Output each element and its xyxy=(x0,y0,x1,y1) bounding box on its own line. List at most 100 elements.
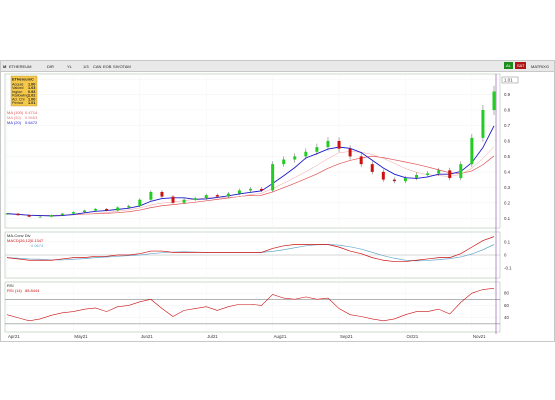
candle-body-33 xyxy=(370,164,374,172)
candle-body-31 xyxy=(348,148,352,157)
candle-body-7 xyxy=(82,210,86,213)
toolbar-field-period[interactable]: 1/3 xyxy=(83,64,89,69)
candle-33 xyxy=(370,161,374,175)
ma50-line xyxy=(6,146,495,216)
candle-23 xyxy=(260,187,264,193)
candle-body-32 xyxy=(359,156,363,165)
symbol-field[interactable]: ETHEREUM xyxy=(9,64,32,69)
candle-37 xyxy=(415,172,419,181)
toolbar-field-yl[interactable]: YL xyxy=(67,64,72,69)
legend-ma100-label: MA (100) xyxy=(7,110,24,115)
candle-body-20 xyxy=(226,193,230,197)
toolbar-field-can[interactable]: CAN xyxy=(93,64,102,69)
candle-body-21 xyxy=(237,190,241,194)
price-tick-label-6: 0.7 xyxy=(504,123,511,128)
candle-32 xyxy=(359,153,363,167)
candle-body-2 xyxy=(27,215,31,217)
candles xyxy=(5,85,496,218)
info-row-value-0: 1.00 xyxy=(28,83,35,87)
candle-31 xyxy=(348,145,352,160)
candle-body-23 xyxy=(260,188,264,191)
candle-16 xyxy=(182,198,186,205)
legend-ma100-value: 0.4714 xyxy=(25,110,38,115)
candle-14 xyxy=(160,190,164,199)
candle-18 xyxy=(204,193,208,200)
toolbar-field-dir[interactable]: DIR xyxy=(47,64,54,69)
candle-34 xyxy=(381,169,385,182)
rsi-line xyxy=(5,287,500,325)
x-tick-label-3: Jul21 xyxy=(207,334,218,339)
price-tick-label-7: 0.8 xyxy=(504,108,511,113)
legend-ma20-value: 0.6472 xyxy=(25,120,38,125)
candle-body-22 xyxy=(249,188,252,191)
info-row-value-5: 1.01 xyxy=(28,101,35,105)
rsi-tick-label-1: 60 xyxy=(504,303,509,308)
candle-7 xyxy=(82,209,86,213)
rsi-title: RSI xyxy=(7,283,14,288)
macd-label: MACD(26,12) xyxy=(7,238,32,243)
x-tick-label-6: Oct21 xyxy=(406,334,418,339)
candle-2 xyxy=(27,214,31,218)
candle-body-18 xyxy=(204,195,208,199)
price-tick-label-1: 0.2 xyxy=(504,200,511,205)
candle-body-43 xyxy=(481,110,485,138)
macd-tick-label-1: 0 xyxy=(504,253,507,258)
candle-5 xyxy=(60,212,64,216)
candle-body-3 xyxy=(38,216,42,218)
candle-43 xyxy=(481,105,485,142)
rsi-legend: RSI RSI (14) 88.8444 xyxy=(7,283,40,293)
toolbar-right-label[interactable]: MATRIXG xyxy=(531,64,549,69)
chart-window: M ETHEREUM DIR YL 1/3 CAN EOB SIVOTAM AL… xyxy=(0,60,555,342)
app-logo: M xyxy=(3,64,7,69)
toolbar-field-study[interactable]: SIVOTAM xyxy=(113,64,131,69)
candle-body-13 xyxy=(149,191,153,200)
candle-body-26 xyxy=(293,156,297,160)
toolbar-button-al[interactable]: AL xyxy=(504,62,513,69)
macd-title: MA-Conv Div xyxy=(7,233,31,238)
price-legend: MA (100) 0.4714 MA (50) 0.5663 MA (20) 0… xyxy=(7,110,38,125)
rsi-label: RSI (14) xyxy=(7,288,23,293)
toolbar-button-sat[interactable]: SAT xyxy=(515,62,527,69)
price-panel xyxy=(4,73,501,229)
candle-13 xyxy=(149,190,153,202)
candle-24 xyxy=(271,161,275,193)
legend-ma50-value: 0.5663 xyxy=(25,115,38,120)
candle-body-15 xyxy=(171,196,175,203)
candle-17 xyxy=(193,196,197,202)
axes: 0.10.20.30.40.50.60.70.80.91Apr21May21Ju… xyxy=(8,77,512,339)
toolbar: M ETHEREUM DIR YL 1/3 CAN EOB SIVOTAM AL… xyxy=(1,61,554,72)
price-tick-label-8: 0.9 xyxy=(504,92,511,97)
macd-lines xyxy=(6,236,495,262)
macd-line xyxy=(6,236,495,262)
candle-body-14 xyxy=(160,191,164,197)
rsi-line xyxy=(6,287,495,322)
toolbar-field-eob[interactable]: EOB xyxy=(103,64,112,69)
x-tick-label-7: Nov21 xyxy=(473,334,486,339)
rsi-value: 88.8444 xyxy=(25,288,40,293)
info-row-label-5: Period xyxy=(12,101,23,105)
candle-body-35 xyxy=(392,179,396,182)
candle-body-6 xyxy=(71,212,75,214)
candle-26 xyxy=(293,153,297,163)
x-tick-label-1: May21 xyxy=(74,334,88,339)
info-row-label-2: Ingion xyxy=(12,90,22,94)
price-tick-label-3: 0.4 xyxy=(504,169,511,174)
legend-ma50-label: MA (50) xyxy=(7,115,22,120)
candle-0 xyxy=(5,212,9,216)
candle-20 xyxy=(226,191,230,199)
info-row-label-4: Ad. Chl xyxy=(12,97,25,101)
candle-body-8 xyxy=(94,208,98,211)
macd-value: 0.1347 xyxy=(31,238,44,243)
candle-body-42 xyxy=(470,137,474,165)
candle-body-24 xyxy=(271,164,275,191)
x-tick-label-5: Sep21 xyxy=(340,334,353,339)
ma20-line xyxy=(6,125,495,217)
candle-body-0 xyxy=(5,213,9,215)
info-box: ETHereumC Acquis 1.00 Valued 1.03 Ingion 0.93… xyxy=(10,75,38,107)
info-row-value-2: 0.93 xyxy=(28,90,35,94)
candle-body-37 xyxy=(415,174,419,179)
candle-body-28 xyxy=(315,147,319,152)
candle-22 xyxy=(249,187,252,193)
candle-body-17 xyxy=(193,198,197,200)
x-tick-label-2: Jun21 xyxy=(141,334,154,339)
